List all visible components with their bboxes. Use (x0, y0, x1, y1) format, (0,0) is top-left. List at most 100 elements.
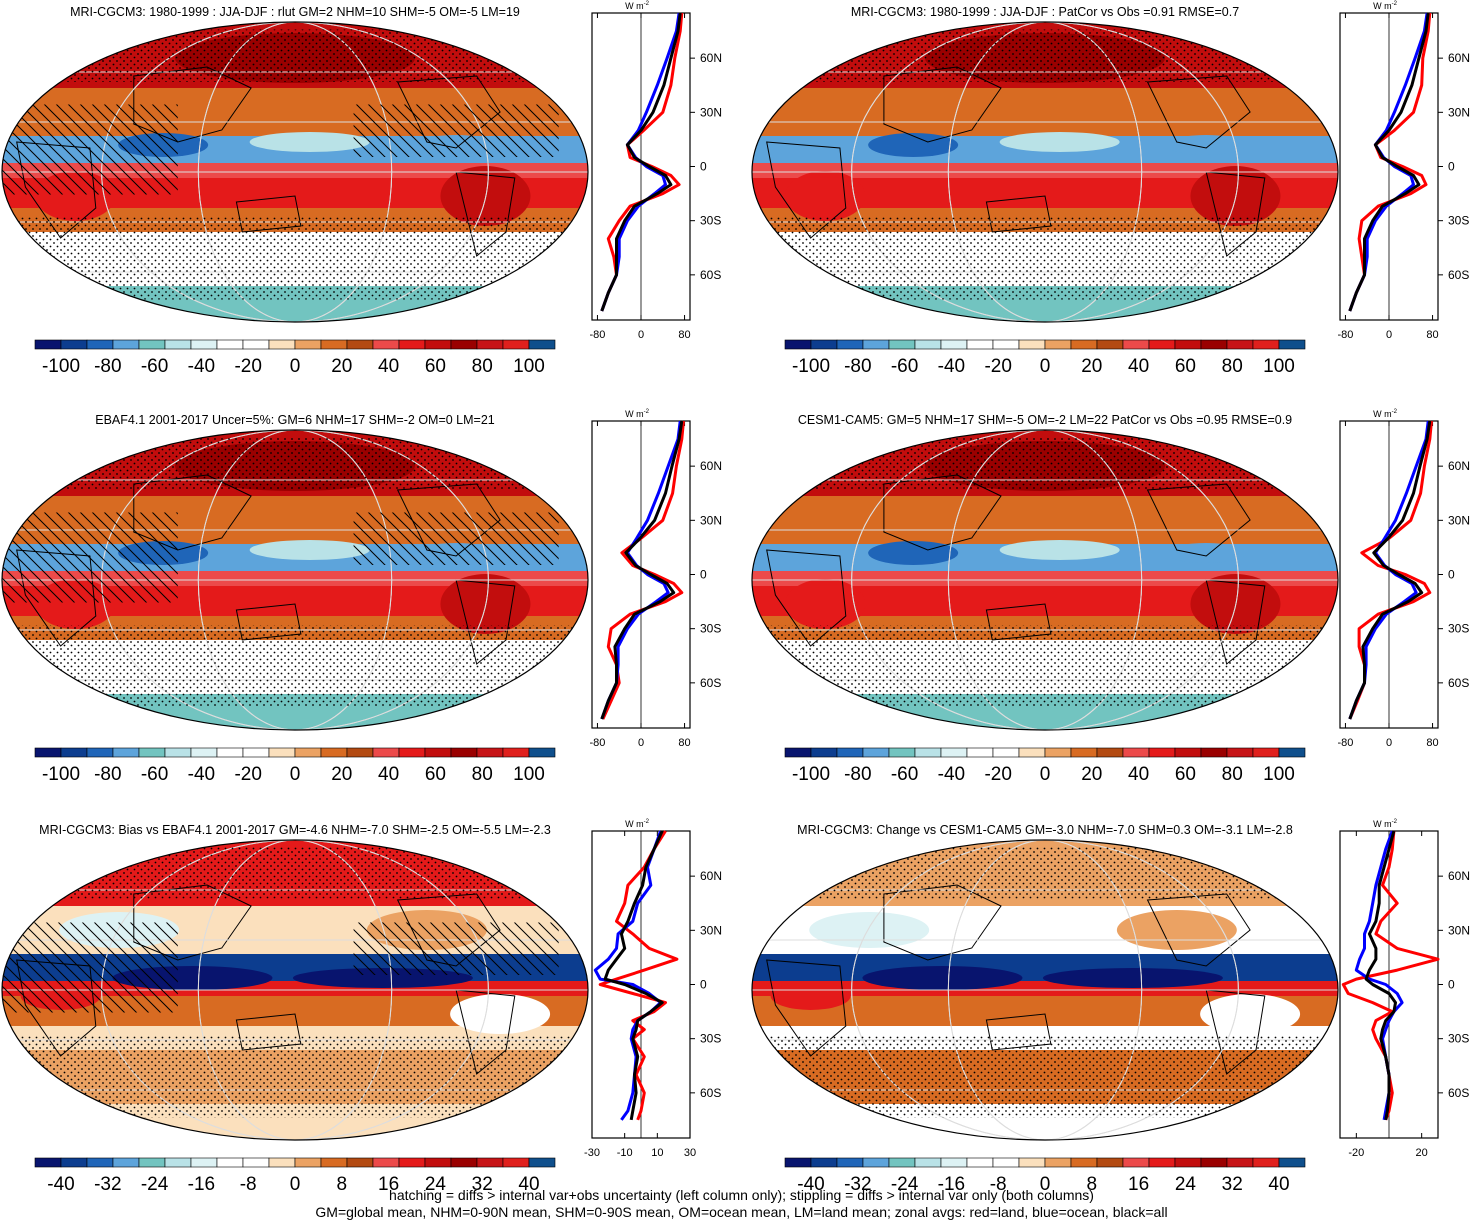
zonal-line-all (600, 420, 684, 720)
x-tick-label: -80 (589, 329, 605, 341)
colorbar-swatch (1148, 747, 1176, 758)
colorbar-swatch (320, 1157, 348, 1168)
map-anomaly (1166, 543, 1247, 563)
x-tick-label: 80 (678, 737, 690, 749)
lat-tick-label: 30N (700, 513, 722, 527)
lat-tick-label: 60N (1448, 51, 1470, 65)
colorbar-swatch (424, 339, 452, 350)
colorbar-swatch (190, 1157, 218, 1168)
colorbar-swatch (398, 339, 426, 350)
graticule-lon (851, 840, 1239, 1140)
lat-tick-label: 0 (700, 568, 707, 582)
colorbar-swatch (862, 1157, 890, 1168)
colorbar-swatch (914, 747, 942, 758)
zonal-mean-plot: W m-2 60N 30N 0 30S 60S -80 0 80 (1337, 1, 1470, 341)
graticule-lon (851, 430, 1239, 730)
colorbar-swatch (112, 339, 140, 350)
colorbar-tick-label: 40 (518, 1174, 539, 1195)
colorbar-swatch (1070, 339, 1098, 350)
zonal-mean-plot: W m-2 60N 30N 0 30S 60S -80 0 80 (589, 409, 722, 749)
colorbar-tick-label: -100 (792, 356, 830, 377)
colorbar-swatch (992, 1157, 1020, 1168)
colorbar-tick-label: -20 (234, 764, 261, 785)
colorbar-tick-label: 40 (1268, 1174, 1289, 1195)
colorbar-tick-label: -24 (141, 1174, 169, 1195)
colorbar-swatch (242, 339, 270, 350)
colorbar-swatch (268, 747, 296, 758)
lat-tick-label: 30N (700, 923, 722, 937)
colorbar-swatch (1096, 339, 1124, 350)
colorbar-tick-label: 16 (1128, 1174, 1149, 1195)
colorbar-swatch (476, 339, 504, 350)
units-base: W m (625, 409, 644, 419)
panel-p3: EBAF4.1 2001-2017 Uncer=5%: GM=6 NHM=17 … (1, 409, 722, 785)
colorbar-swatch (320, 747, 348, 758)
colorbar-tick-label: 16 (378, 1174, 399, 1195)
graticule-lon (197, 840, 393, 1140)
units-exponent: -2 (1392, 409, 1398, 415)
stippling (2, 437, 588, 490)
colorbar-swatch (1070, 1157, 1098, 1168)
graticule-lon (197, 22, 393, 322)
caption-hatching: hatching = diffs > internal var+obs unce… (389, 1187, 1094, 1203)
colorbar-swatch (502, 339, 530, 350)
colorbar-swatch (1148, 1157, 1176, 1168)
colorbar-tick-label: 0 (1040, 764, 1051, 785)
lat-tick-label: 60S (1448, 676, 1469, 690)
map-anomaly (1042, 968, 1223, 988)
colorbar-tick-label: 100 (1263, 356, 1295, 377)
colorbar-swatch (1070, 747, 1098, 758)
lat-tick-label: 30S (1448, 1032, 1469, 1046)
map-anomaly (868, 133, 959, 157)
colorbar-swatch (34, 1157, 62, 1168)
lat-tick-label: 0 (700, 160, 707, 174)
colorbar-swatch (216, 339, 244, 350)
colorbar-swatch (86, 1157, 114, 1168)
lat-tick-label: 60S (1448, 1086, 1469, 1100)
colorbar-tick-label: -40 (47, 1174, 74, 1195)
colorbar-swatch (294, 339, 322, 350)
map-anomaly (770, 982, 851, 1010)
colorbar-swatch (1226, 339, 1254, 350)
colorbar-swatch (216, 747, 244, 758)
units-exponent: -2 (1392, 819, 1398, 825)
units-exponent: -2 (644, 1, 650, 7)
panel-p6: MRI-CGCM3: Change vs CESM1-CAM5 GM=-3.0 … (751, 819, 1470, 1195)
stippling (752, 29, 1338, 82)
x-tick-label: 80 (1426, 329, 1438, 341)
colorbar-tick-label: -20 (984, 356, 1011, 377)
x-tick-label: 0 (1386, 329, 1392, 341)
hatching (353, 512, 559, 565)
units-exponent: -2 (644, 819, 650, 825)
colorbar-tick-label: 20 (1081, 356, 1102, 377)
colorbar-tick-label: -80 (94, 764, 121, 785)
colorbar-tick-label: 32 (472, 1174, 493, 1195)
colorbar-swatch (424, 1157, 452, 1168)
panel-title: MRI-CGCM3: Bias vs EBAF4.1 2001-2017 GM=… (39, 823, 551, 837)
colorbar-tick-label: 100 (513, 764, 545, 785)
colorbar-swatch (86, 339, 114, 350)
colorbar-swatch (164, 747, 192, 758)
world-map (752, 22, 1338, 322)
x-tick-label: 20 (1416, 1147, 1428, 1159)
colorbar-tick-label: -60 (141, 764, 168, 785)
zonal-line-land (598, 830, 679, 1121)
colorbar-swatch (888, 1157, 916, 1168)
lat-tick-label: 60N (700, 869, 722, 883)
lat-tick-label: 0 (1448, 978, 1455, 992)
world-map (2, 840, 588, 1140)
graticule-lon (947, 840, 1143, 1140)
colorbar-swatch (1200, 747, 1228, 758)
panel-p4: CESM1-CAM5: GM=5 NHM=17 SHM=-5 OM=-2 LM=… (751, 409, 1470, 785)
zonal-mean-plot: W m-2 60N 30N 0 30S 60S -30 -10 10 30 (584, 819, 722, 1159)
colorbar-swatch (1044, 747, 1072, 758)
hatching (353, 922, 559, 975)
x-tick-label: 10 (651, 1147, 663, 1159)
colorbar-tick-label: 40 (1128, 356, 1149, 377)
colorbar-tick-label: -8 (240, 1174, 257, 1195)
stippling (2, 625, 588, 708)
colorbar-swatch (372, 747, 400, 758)
colorbar-tick-label: -80 (844, 356, 871, 377)
colorbar-swatch (528, 747, 556, 758)
colorbar-swatch (164, 339, 192, 350)
